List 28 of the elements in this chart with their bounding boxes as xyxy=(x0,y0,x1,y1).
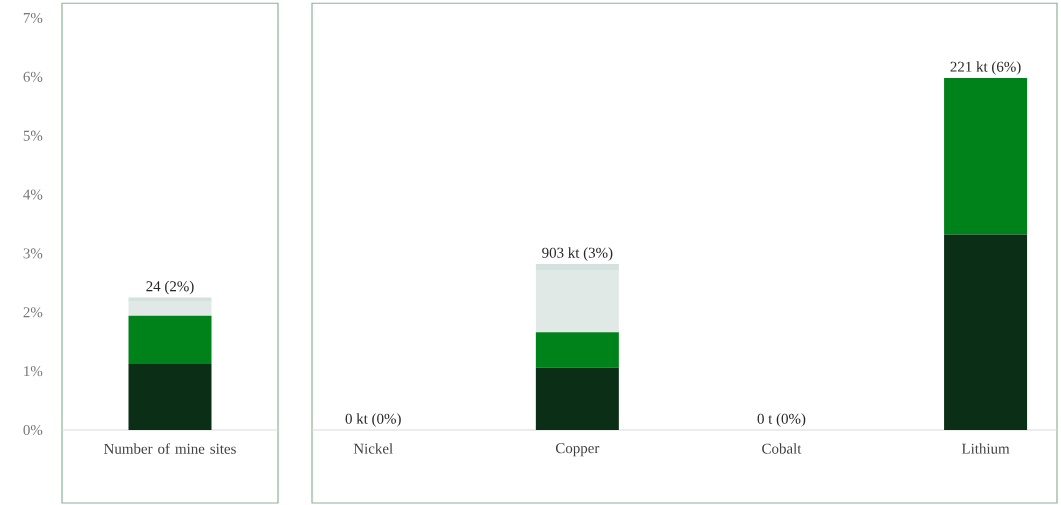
y-tick-label: 2% xyxy=(23,307,43,318)
x-tick-label: Copper xyxy=(555,443,600,457)
y-tick-label: 7% xyxy=(23,12,43,24)
x-tick-label: Nickel xyxy=(353,443,393,454)
y-tick-label: 5% xyxy=(23,130,43,141)
x-tick-label: Lithium xyxy=(961,443,1010,454)
y-tick-label: 1% xyxy=(24,366,43,377)
bar xyxy=(128,364,212,430)
y-tick-label: 4% xyxy=(23,189,43,200)
total-label: 0 t (0%) xyxy=(757,413,806,427)
y-tick-label: 3% xyxy=(23,248,43,259)
x-tick-label: Number of mine sites xyxy=(104,443,236,454)
y-tick-label: 6% xyxy=(23,71,43,82)
bar xyxy=(128,301,212,316)
bar xyxy=(535,269,619,333)
bar xyxy=(944,78,1028,235)
bar xyxy=(128,297,212,302)
bar xyxy=(535,367,619,430)
total-label: 221 kt (6%) xyxy=(950,61,1021,75)
bar xyxy=(535,264,619,270)
total-label: 903 kt (3%) xyxy=(542,247,613,261)
bar xyxy=(128,315,212,365)
total-label: 0 kt (0%) xyxy=(345,413,401,427)
x-tick-label: Cobalt xyxy=(762,443,802,454)
bar xyxy=(944,234,1028,430)
bar xyxy=(535,332,619,368)
y-tick-label: 0% xyxy=(23,424,43,436)
total-label: 24 (2%) xyxy=(146,280,194,295)
